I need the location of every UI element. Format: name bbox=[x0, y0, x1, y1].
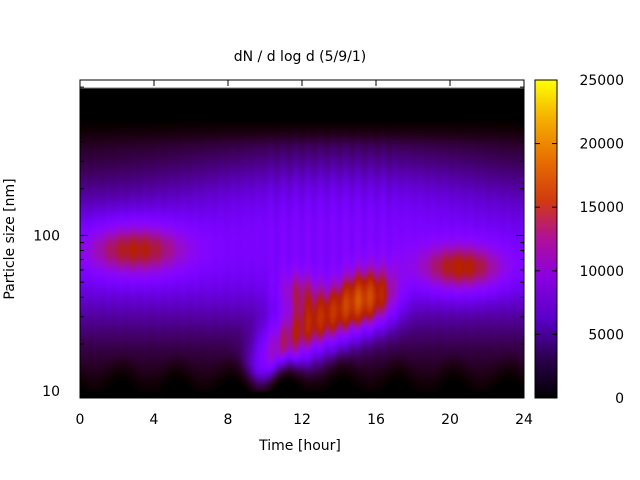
x-tick-label: 20 bbox=[441, 412, 459, 428]
colorbar-tick-label: 10000 bbox=[579, 264, 624, 280]
colorbar-tick-label: 15000 bbox=[579, 200, 624, 216]
x-tick-label: 24 bbox=[515, 412, 533, 428]
x-tick-label: 16 bbox=[367, 412, 385, 428]
x-tick-label: 8 bbox=[224, 412, 233, 428]
colorbar-tick-label: 25000 bbox=[579, 73, 624, 89]
x-axis: 0 4 8 12 16 20 24 bbox=[76, 80, 533, 428]
x-tick-label: 12 bbox=[293, 412, 311, 428]
x-axis-label: Time [hour] bbox=[258, 438, 341, 454]
x-tick-label: 4 bbox=[150, 412, 159, 428]
heatmap-image bbox=[80, 80, 524, 398]
x-tick-label: 0 bbox=[76, 412, 85, 428]
colorbar-ticks: 0 5000 10000 15000 20000 25000 bbox=[535, 73, 624, 407]
colorbar bbox=[534, 79, 558, 399]
y-axis-label: Particle size [nm] bbox=[2, 178, 18, 299]
y-axis: 10 100 bbox=[33, 86, 524, 400]
colorbar-tick-label: 5000 bbox=[588, 327, 624, 343]
y-tick-label: 100 bbox=[33, 228, 60, 244]
heatmap-plot-area bbox=[80, 80, 524, 398]
colorbar-tick-label: 0 bbox=[615, 391, 624, 407]
y-tick-label: 10 bbox=[42, 384, 60, 400]
chart-title: dN / d log d (5/9/1) bbox=[234, 49, 367, 65]
colorbar-tick-label: 20000 bbox=[579, 137, 624, 153]
